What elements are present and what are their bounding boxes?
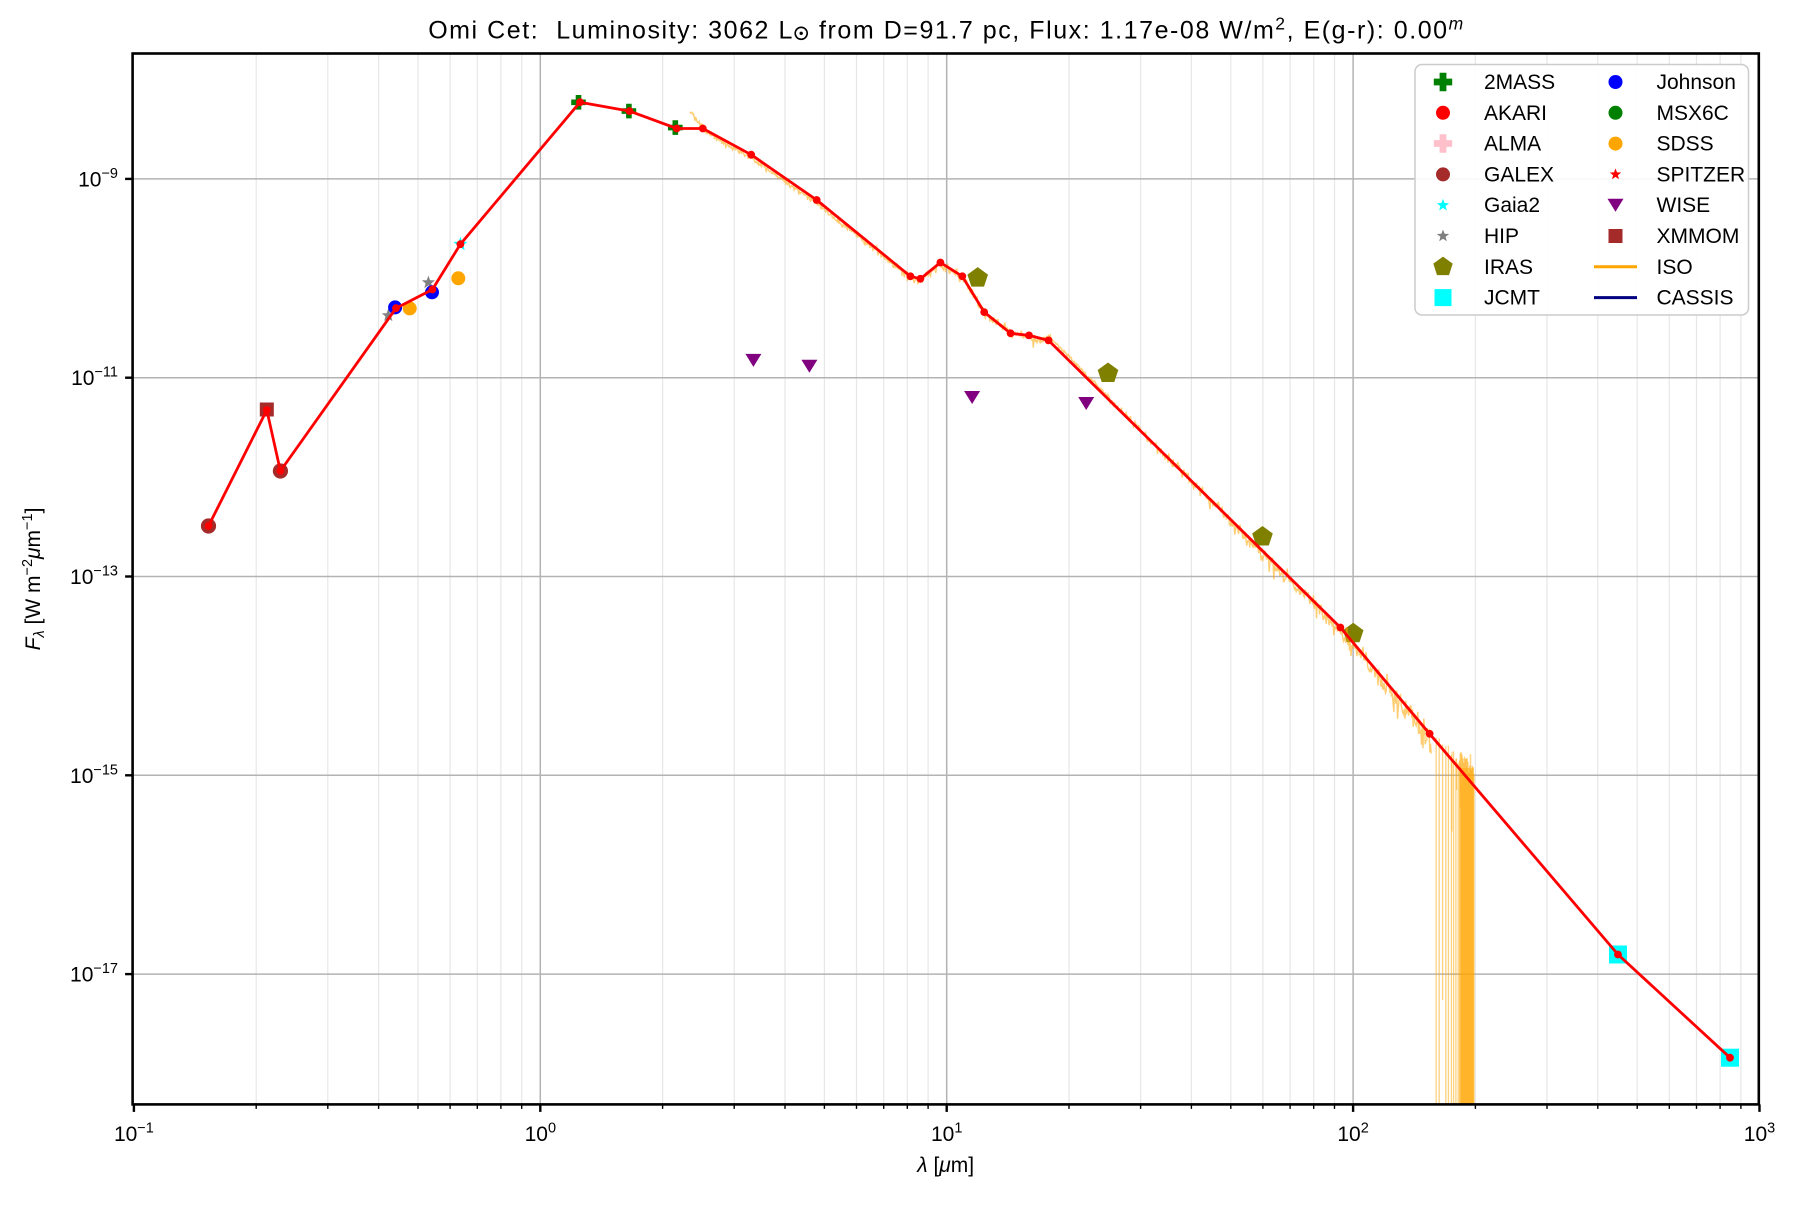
svg-text:, E(g-r): 0.00: , E(g-r): 0.00 [1287,17,1449,45]
svg-text:IRAS: IRAS [1484,256,1533,279]
svg-text:2MASS: 2MASS [1484,71,1555,94]
svg-text:GALEX: GALEX [1484,163,1554,186]
svg-text:λ [μm]: λ [μm] [916,1154,974,1177]
svg-text:102: 102 [1337,1121,1368,1147]
svg-text:AKARI: AKARI [1484,102,1547,125]
svg-text:CASSIS: CASSIS [1657,287,1734,310]
svg-text:ISO: ISO [1657,256,1693,279]
svg-text:from D=91.7 pc, Flux: 1.17e-08: from D=91.7 pc, Flux: 1.17e-08 W/m [811,17,1276,45]
svg-text:XMMOM: XMMOM [1657,225,1740,248]
svg-text:MSX6C: MSX6C [1657,102,1729,125]
svg-text:Omi Cet: Luminosity: 3062 L: Omi Cet: Luminosity: 3062 L [428,17,794,45]
svg-text:Johnson: Johnson [1657,71,1736,94]
svg-text:JCMT: JCMT [1484,287,1540,310]
svg-text:SDSS: SDSS [1657,133,1714,156]
svg-text:WISE: WISE [1657,194,1711,217]
svg-text:Gaia2: Gaia2 [1484,194,1540,217]
svg-text:ALMA: ALMA [1484,133,1541,156]
svg-text:2: 2 [1275,14,1285,34]
svg-text:Fλ [W m−2μm−1]: Fλ [W m−2μm−1] [20,508,48,651]
svg-text:10−1: 10−1 [114,1121,154,1147]
svg-text:SPITZER: SPITZER [1657,163,1746,186]
svg-text:HIP: HIP [1484,225,1519,248]
svg-text:m: m [1449,14,1464,34]
